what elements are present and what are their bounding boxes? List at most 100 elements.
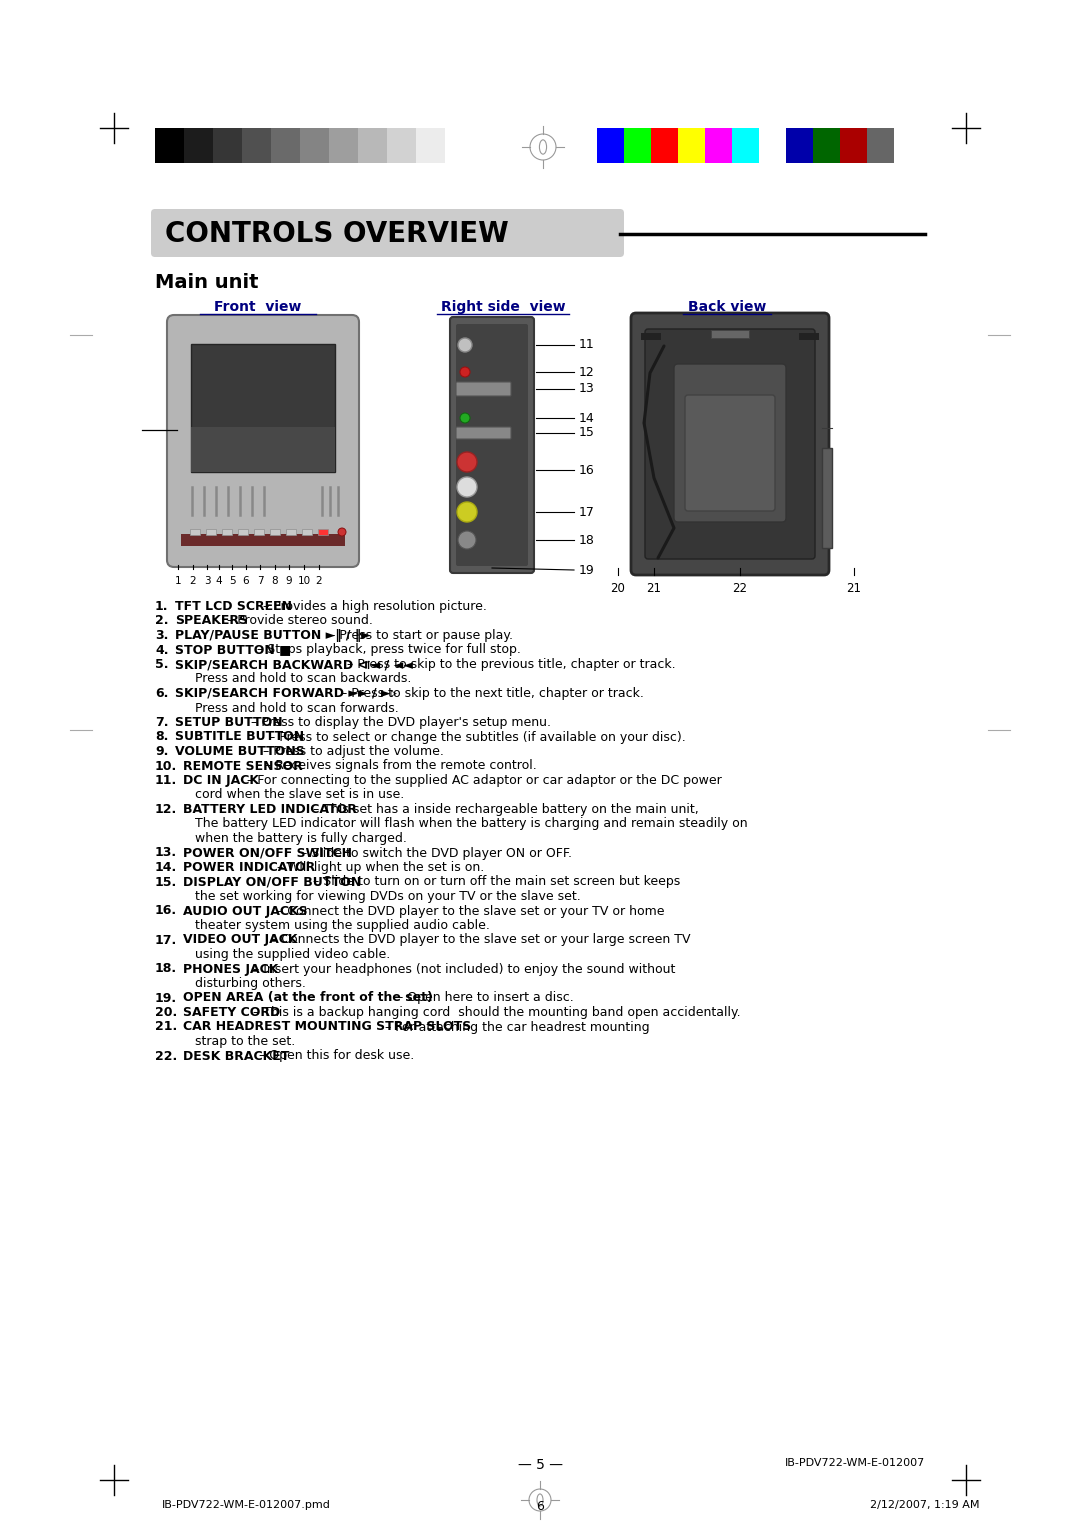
Text: 1.: 1. — [156, 600, 168, 613]
Bar — [651, 128, 678, 163]
Text: – Insert your headphones (not included) to enjoy the sound without: – Insert your headphones (not included) … — [249, 963, 675, 975]
Text: 21.: 21. — [156, 1021, 177, 1033]
Text: – Provide stereo sound.: – Provide stereo sound. — [222, 615, 373, 627]
Bar — [786, 128, 813, 163]
Bar — [318, 530, 328, 536]
Text: 19: 19 — [579, 563, 595, 577]
Text: IB-PDV722-WM-E-012007: IB-PDV722-WM-E-012007 — [785, 1457, 926, 1468]
Text: 7.: 7. — [156, 716, 168, 729]
Text: Back view: Back view — [688, 301, 766, 314]
Text: CAR HEADREST MOUNTING STRAP SLOTS: CAR HEADREST MOUNTING STRAP SLOTS — [183, 1021, 471, 1033]
FancyBboxPatch shape — [685, 395, 775, 511]
Text: 6: 6 — [536, 1500, 544, 1512]
Text: — 5 —: — 5 — — [517, 1457, 563, 1473]
Text: 2.: 2. — [156, 615, 168, 627]
Text: using the supplied video cable.: using the supplied video cable. — [195, 948, 390, 961]
Bar — [242, 128, 271, 163]
Text: – This set has a inside rechargeable battery on the main unit,: – This set has a inside rechargeable bat… — [309, 803, 699, 816]
Text: 6.: 6. — [156, 687, 168, 700]
Text: 13: 13 — [579, 383, 595, 395]
Text: 10.: 10. — [156, 760, 177, 772]
Circle shape — [460, 414, 470, 423]
Bar — [732, 128, 759, 163]
Text: 4: 4 — [216, 575, 222, 586]
Bar — [286, 530, 296, 536]
Text: SETUP BUTTON: SETUP BUTTON — [175, 716, 283, 729]
FancyBboxPatch shape — [456, 382, 511, 397]
Text: 3.: 3. — [156, 629, 168, 642]
Text: 9.: 9. — [156, 745, 168, 758]
Text: Press and hold to scan backwards.: Press and hold to scan backwards. — [195, 673, 411, 685]
Bar — [184, 128, 213, 163]
Bar — [222, 530, 232, 536]
Text: 11: 11 — [579, 339, 595, 351]
FancyBboxPatch shape — [674, 365, 786, 522]
Bar — [238, 530, 248, 536]
FancyBboxPatch shape — [151, 209, 624, 256]
Text: 10: 10 — [297, 575, 311, 586]
Text: – Provides a high resolution picture.: – Provides a high resolution picture. — [259, 600, 487, 613]
Text: – Press to start or pause play.: – Press to start or pause play. — [325, 629, 513, 642]
Text: SKIP/SEARCH FORWARD ►► / ►▹: SKIP/SEARCH FORWARD ►► / ►▹ — [175, 687, 396, 700]
Text: VIDEO OUT JACK: VIDEO OUT JACK — [183, 934, 297, 946]
Bar — [387, 128, 416, 163]
Text: 5.: 5. — [156, 658, 168, 671]
Bar — [822, 449, 832, 548]
Text: PLAY/PAUSE BUTTON ►‖ / ‖►: PLAY/PAUSE BUTTON ►‖ / ‖► — [175, 629, 370, 642]
Circle shape — [457, 502, 477, 522]
Bar — [271, 128, 300, 163]
Bar — [416, 128, 445, 163]
Text: AUDIO OUT JACKS: AUDIO OUT JACKS — [183, 905, 308, 917]
Bar — [840, 128, 867, 163]
Bar — [445, 128, 474, 163]
Bar — [799, 333, 819, 340]
Text: disturbing others.: disturbing others. — [195, 977, 306, 990]
FancyBboxPatch shape — [631, 313, 829, 575]
Text: 19.: 19. — [156, 992, 177, 1004]
Text: BATTERY LED INDICATOR: BATTERY LED INDICATOR — [183, 803, 356, 816]
Text: 12.: 12. — [156, 803, 177, 816]
Text: 17: 17 — [579, 505, 595, 519]
Text: – Connects the DVD player to the slave set or your large screen TV: – Connects the DVD player to the slave s… — [267, 934, 690, 946]
Text: STOP BUTTON ■: STOP BUTTON ■ — [175, 644, 291, 656]
Bar — [300, 128, 329, 163]
Text: 16: 16 — [579, 464, 595, 476]
Text: strap to the set.: strap to the set. — [195, 1035, 295, 1048]
Bar — [213, 128, 242, 163]
Circle shape — [457, 478, 477, 497]
Bar — [705, 128, 732, 163]
Text: POWER INDICATOR: POWER INDICATOR — [183, 861, 315, 874]
Text: Main unit: Main unit — [156, 273, 258, 291]
Bar — [190, 530, 200, 536]
Text: – Press to adjust the volume.: – Press to adjust the volume. — [259, 745, 444, 758]
Circle shape — [460, 366, 470, 377]
Text: – Press to select or change the subtitles (if available on your disc).: – Press to select or change the subtitle… — [265, 731, 686, 743]
Text: – Open this for desk use.: – Open this for desk use. — [255, 1050, 415, 1062]
Bar — [191, 343, 335, 472]
Text: 8: 8 — [272, 575, 279, 586]
Bar — [254, 530, 264, 536]
Text: – Slide to turn on or turn off the main set screen but keeps: – Slide to turn on or turn off the main … — [309, 876, 680, 888]
Text: 2: 2 — [315, 575, 322, 586]
Text: 18: 18 — [579, 534, 595, 546]
Text: 4.: 4. — [156, 644, 168, 656]
Text: TFT LCD SCREEN: TFT LCD SCREEN — [175, 600, 292, 613]
Text: SKIP/SEARCH BACKWARD ⧏◄ / ◄◄: SKIP/SEARCH BACKWARD ⧏◄ / ◄◄ — [175, 658, 413, 671]
Text: 5: 5 — [229, 575, 235, 586]
Text: 11.: 11. — [156, 774, 177, 787]
FancyBboxPatch shape — [456, 324, 528, 566]
Text: Right side  view: Right side view — [441, 301, 565, 314]
Bar — [759, 128, 786, 163]
Text: 14: 14 — [579, 412, 595, 424]
Text: PHONES JACK: PHONES JACK — [183, 963, 279, 975]
Text: OPEN AREA (at the front of the set): OPEN AREA (at the front of the set) — [183, 992, 433, 1004]
Text: 22: 22 — [732, 581, 747, 595]
Bar — [206, 530, 216, 536]
Text: – Will light up when the set is on.: – Will light up when the set is on. — [273, 861, 484, 874]
Text: – Press to skip to the next title, chapter or track.: – Press to skip to the next title, chapt… — [337, 687, 644, 700]
Text: 14.: 14. — [156, 861, 177, 874]
Text: – Slide to switch the DVD player ON or OFF.: – Slide to switch the DVD player ON or O… — [297, 847, 572, 859]
Text: IB-PDV722-WM-E-012007.pmd: IB-PDV722-WM-E-012007.pmd — [162, 1500, 330, 1511]
Bar — [711, 330, 750, 337]
Circle shape — [457, 452, 477, 472]
